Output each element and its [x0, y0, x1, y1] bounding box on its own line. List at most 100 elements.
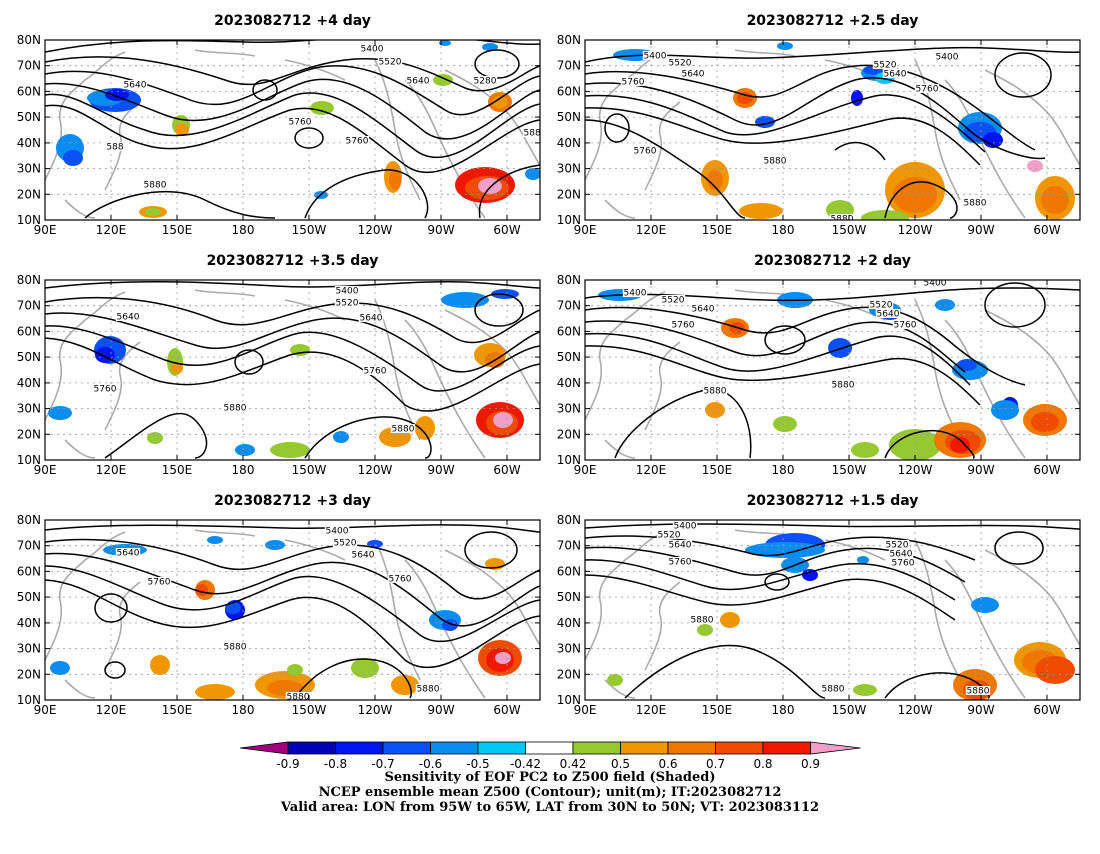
z500-contour [585, 119, 746, 219]
lon-tick-label: 120W [898, 223, 933, 237]
lat-tick-label: 60N [557, 324, 581, 338]
map-frame [44, 39, 541, 221]
colorbar-label: 0.7 [706, 757, 725, 771]
contour-label: 5880 [831, 215, 854, 225]
z500-contour [45, 104, 540, 173]
z500-contour [764, 573, 790, 591]
lat-tick-label: 30N [557, 402, 581, 416]
coastline [45, 291, 126, 421]
lat-tick-label: 50N [17, 350, 41, 364]
lat-tick-label: 20N [17, 667, 41, 681]
z500-contour [45, 565, 540, 643]
sensitivity-shade [145, 208, 161, 216]
sensitivity-shade [971, 597, 999, 613]
colorbar-segment [572, 741, 621, 755]
contour-label: 5640 [692, 305, 715, 315]
contour-label-bg [115, 548, 141, 557]
contour-label: 5760 [148, 578, 171, 588]
sensitivity-shade [482, 43, 498, 51]
sensitivity-shade [150, 655, 170, 675]
contour-label-bg [882, 69, 908, 78]
lon-tick-label: 180 [772, 463, 795, 477]
contour-label: 5760 [634, 147, 657, 157]
coastline [604, 439, 636, 459]
contour-label: 5640 [407, 77, 430, 87]
contour-label-bg [914, 84, 940, 93]
z500-contour [234, 349, 264, 375]
contour-label: 5880 [287, 693, 310, 703]
lon-tick-label: 150E [702, 703, 733, 717]
colorbar-label: 0.42 [560, 757, 587, 771]
contour-label: 5880 [691, 616, 714, 626]
lon-tick-label: 150W [292, 703, 327, 717]
sensitivity-shade [1035, 656, 1075, 684]
lon-tick-label: 90E [34, 223, 57, 237]
z500-contour [304, 416, 432, 459]
coastline [914, 299, 961, 441]
contour-label: 5400 [674, 522, 697, 532]
contour-label-bg [92, 384, 118, 393]
contour-label-bg [892, 320, 918, 329]
map-panel: 2023082712 +2.5 day540055205640576054005… [557, 13, 1081, 237]
lon-tick-label: 150E [162, 223, 193, 237]
contour-label: 5640 [117, 549, 140, 559]
lon-tick-label: 90E [34, 703, 57, 717]
z500-contour [585, 64, 1036, 151]
lon-tick-label: 150W [832, 223, 867, 237]
coastline [984, 69, 1080, 166]
coastline [944, 79, 1026, 219]
coastline [194, 289, 256, 297]
coastline [64, 439, 96, 459]
colorbar-end-low [239, 741, 289, 755]
coastline [45, 531, 126, 661]
contour-label-bg [922, 280, 948, 287]
sensitivity-shade [777, 42, 793, 50]
colorbar-label: -0.7 [371, 757, 394, 771]
sensitivity-shade [1027, 160, 1043, 172]
z500-contour [104, 661, 126, 679]
lon-tick-label: 120W [898, 703, 933, 717]
contour-label: 5640 [360, 314, 383, 324]
panel-title: 2023082712 +3.5 day [207, 253, 379, 269]
sensitivity-shade [48, 406, 72, 420]
contour-label-bg [285, 692, 311, 700]
figure-caption: Sensitivity of EOF PC2 to Z500 field (Sh… [0, 770, 1100, 815]
lat-tick-label: 60N [557, 84, 581, 98]
lat-tick-label: 60N [17, 564, 41, 578]
contour-label-bg [415, 684, 441, 693]
z500-contour [585, 306, 1026, 386]
lon-tick-label: 120E [96, 463, 127, 477]
contour-label: 5400 [624, 289, 647, 299]
contour-label-bg [358, 313, 384, 322]
contour-label-bg [362, 366, 388, 375]
lat-tick-label: 40N [557, 136, 581, 150]
lat-tick-label: 80N [557, 273, 581, 287]
lon-tick-label: 120E [636, 223, 667, 237]
z500-contour [294, 127, 324, 149]
contour-label: 5400 [361, 45, 384, 55]
map-area: 5400552056405760540055205640576058805760… [585, 40, 1080, 225]
lat-tick-label: 60N [557, 564, 581, 578]
z500-contour [464, 531, 518, 569]
z500-contour [45, 312, 540, 373]
sensitivity-shade [1041, 186, 1069, 214]
lon-tick-label: 90E [34, 463, 57, 477]
lat-tick-label: 70N [17, 59, 41, 73]
lat-tick-label: 80N [17, 33, 41, 47]
caption-line-3: Valid area: LON from 95W to 65W, LAT fro… [280, 800, 820, 815]
sensitivity-shade [889, 429, 941, 460]
sensitivity-shade [773, 416, 797, 432]
contour-label-bg [642, 51, 668, 60]
sensitivity-shade [705, 402, 725, 418]
lat-tick-label: 80N [17, 273, 41, 287]
contour-label: 5880 [822, 685, 845, 695]
colorbar-label: -0.9 [276, 757, 299, 771]
contour-label: 588 [106, 143, 123, 153]
sensitivity-shade [991, 400, 1019, 420]
lat-tick-label: 50N [17, 590, 41, 604]
lat-tick-label: 20N [557, 427, 581, 441]
map-frame [584, 519, 1081, 701]
lat-tick-label: 30N [557, 642, 581, 656]
contour-label-bg [660, 295, 686, 304]
